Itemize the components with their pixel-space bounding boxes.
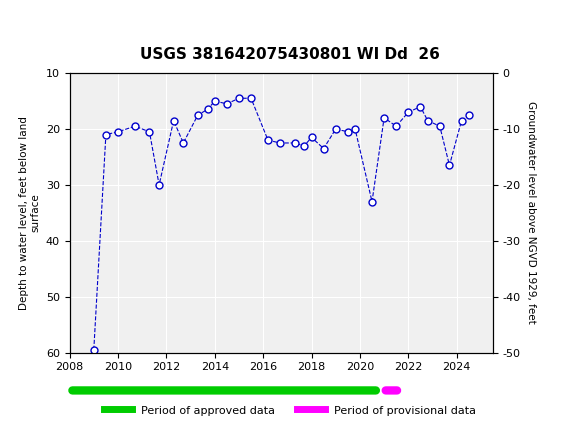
Text: ≡USGS: ≡USGS bbox=[12, 17, 66, 35]
Text: USGS 381642075430801 WI Dd  26: USGS 381642075430801 WI Dd 26 bbox=[140, 47, 440, 62]
Y-axis label: Groundwater level above NGVD 1929, feet: Groundwater level above NGVD 1929, feet bbox=[527, 101, 536, 324]
Y-axis label: Depth to water level, feet below land
surface: Depth to water level, feet below land su… bbox=[19, 116, 40, 310]
Legend: Period of approved data, Period of provisional data: Period of approved data, Period of provi… bbox=[100, 400, 480, 420]
